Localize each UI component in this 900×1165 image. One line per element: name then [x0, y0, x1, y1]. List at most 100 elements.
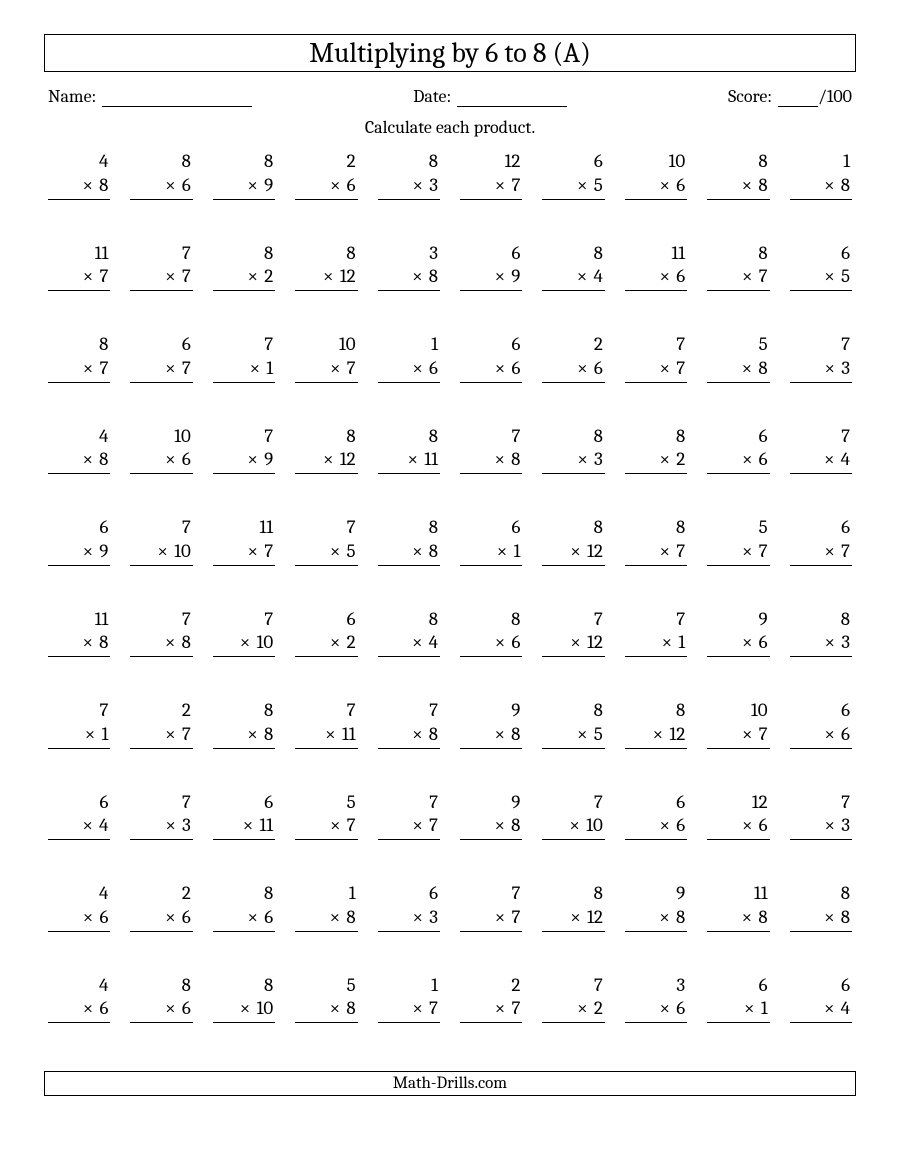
- multiplicand: 7: [378, 699, 440, 723]
- problem: 6× 11: [213, 791, 275, 841]
- times-symbol: ×: [412, 357, 425, 379]
- multiplicand: 8: [790, 882, 852, 906]
- multiplicand: 6: [790, 242, 852, 266]
- multiplier-row: × 6: [625, 997, 687, 1023]
- multiplicand: 7: [542, 974, 604, 998]
- multiplier: 9: [260, 448, 273, 470]
- problem: 7× 1: [213, 333, 275, 383]
- multiplier: 7: [507, 997, 520, 1019]
- multiplier-row: × 6: [790, 723, 852, 749]
- multiplier-row: × 4: [790, 448, 852, 474]
- problem: 7× 2: [542, 974, 604, 1024]
- times-symbol: ×: [165, 357, 178, 379]
- times-symbol: ×: [83, 906, 96, 928]
- problem: 6× 9: [460, 242, 522, 292]
- multiplier: 3: [590, 448, 603, 470]
- multiplier-row: × 6: [625, 265, 687, 291]
- multiplicand: 8: [625, 699, 687, 723]
- multiplicand: 8: [378, 516, 440, 540]
- multiplier: 7: [672, 540, 685, 562]
- multiplier: 7: [425, 814, 438, 836]
- multiplier-row: × 8: [625, 906, 687, 932]
- multiplier: 8: [342, 997, 355, 1019]
- score-label: Score:: [728, 86, 772, 107]
- multiplier-row: × 3: [378, 906, 440, 932]
- multiplicand: 6: [460, 333, 522, 357]
- problem: 2× 6: [130, 882, 192, 932]
- times-symbol: ×: [494, 448, 507, 470]
- multiplier: 12: [336, 265, 356, 287]
- multiplicand: 5: [707, 516, 769, 540]
- times-symbol: ×: [412, 814, 425, 836]
- multiplier-row: × 7: [378, 814, 440, 840]
- multiplicand: 10: [625, 150, 687, 174]
- multiplicand: 7: [460, 882, 522, 906]
- times-symbol: ×: [82, 448, 95, 470]
- multiplicand: 8: [295, 242, 357, 266]
- times-symbol: ×: [413, 906, 426, 928]
- problem: 8× 2: [213, 242, 275, 292]
- problem: 6× 4: [48, 791, 110, 841]
- multiplicand: 7: [130, 791, 192, 815]
- problem: 8× 4: [542, 242, 604, 292]
- multiplier: 5: [590, 723, 603, 745]
- times-symbol: ×: [408, 448, 421, 470]
- times-symbol: ×: [494, 814, 507, 836]
- multiplier-row: × 1: [48, 723, 110, 749]
- multiplicand: 12: [707, 791, 769, 815]
- multiplier-row: × 9: [213, 448, 275, 474]
- times-symbol: ×: [330, 357, 343, 379]
- multiplier-row: × 4: [790, 997, 852, 1023]
- problem: 8× 3: [378, 150, 440, 200]
- multiplicand: 11: [48, 608, 110, 632]
- multiplier-row: × 10: [130, 540, 192, 566]
- multiplier: 3: [425, 174, 438, 196]
- multiplier-row: × 3: [130, 814, 192, 840]
- multiplier: 3: [837, 357, 850, 379]
- times-symbol: ×: [247, 723, 260, 745]
- multiplier: 10: [170, 540, 191, 562]
- multiplier-row: × 8: [460, 448, 522, 474]
- multiplier: 7: [754, 723, 767, 745]
- score-blank[interactable]: [778, 89, 818, 107]
- multiplier-row: × 8: [707, 906, 769, 932]
- multiplicand: 7: [295, 516, 357, 540]
- multiplicand: 6: [213, 791, 275, 815]
- times-symbol: ×: [165, 631, 178, 653]
- times-symbol: ×: [659, 906, 672, 928]
- multiplier: 12: [583, 631, 603, 653]
- multiplier: 4: [95, 814, 109, 836]
- multiplier-row: × 10: [213, 997, 275, 1023]
- times-symbol: ×: [82, 814, 95, 836]
- multiplicand: 9: [460, 791, 522, 815]
- multiplier: 6: [507, 631, 520, 653]
- name-blank[interactable]: [102, 89, 252, 107]
- problem: 6× 1: [707, 974, 769, 1024]
- multiplicand: 4: [48, 425, 110, 449]
- times-symbol: ×: [824, 265, 837, 287]
- multiplicand: 6: [542, 150, 604, 174]
- multiplier-row: × 7: [130, 357, 192, 383]
- times-symbol: ×: [824, 448, 837, 470]
- multiplier: 12: [583, 540, 603, 562]
- header-row: Name: Date: Score: /100: [44, 86, 856, 107]
- problem: 8× 6: [460, 608, 522, 658]
- multiplier-row: × 8: [460, 723, 522, 749]
- problem: 8× 8: [707, 150, 769, 200]
- problem: 5× 8: [707, 333, 769, 383]
- multiplier: 7: [507, 174, 520, 196]
- times-symbol: ×: [824, 723, 837, 745]
- times-symbol: ×: [83, 265, 96, 287]
- multiplier-row: × 12: [625, 723, 687, 749]
- multiplier-row: × 11: [213, 814, 275, 840]
- times-symbol: ×: [325, 723, 338, 745]
- times-symbol: ×: [495, 997, 508, 1019]
- problem: 7× 3: [130, 791, 192, 841]
- multiplier: 10: [252, 631, 273, 653]
- problem: 6× 1: [460, 516, 522, 566]
- problem: 10× 6: [625, 150, 687, 200]
- multiplier: 7: [754, 265, 767, 287]
- problem: 8× 6: [213, 882, 275, 932]
- multiplicand: 10: [130, 425, 192, 449]
- date-blank[interactable]: [457, 89, 567, 107]
